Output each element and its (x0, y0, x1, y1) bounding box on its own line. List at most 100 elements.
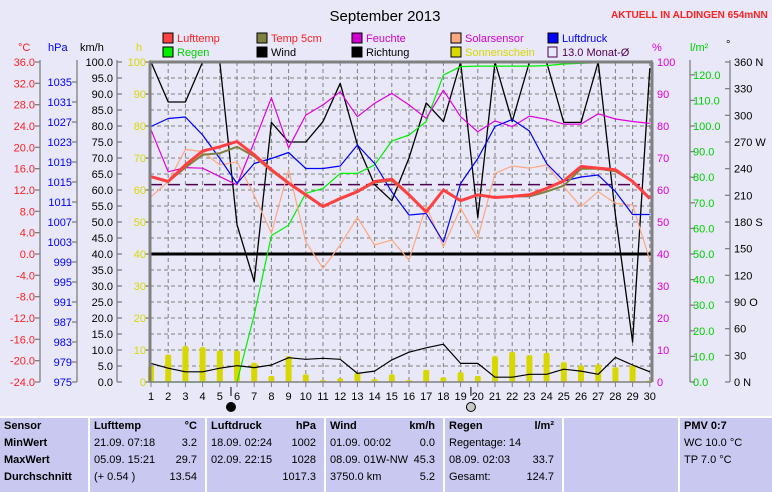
series-line-regen (151, 62, 650, 383)
axis-label-temp: 36.0 (14, 57, 35, 69)
x-tick-label: 3 (182, 391, 188, 403)
axis-label-h: 40 (134, 249, 146, 261)
sunshine-bar (388, 374, 395, 382)
axis-label-temp: -24.0 (10, 377, 35, 389)
axis-label-temp: -20.0 (10, 356, 35, 368)
axis-label-kmh: 45.0 (92, 233, 113, 245)
axis-label-h: 90 (134, 89, 146, 101)
row-label-avg: Durchschnitt (4, 471, 72, 483)
axis-label-h: 60 (134, 185, 146, 197)
luftdruck-min-value: 1002 (291, 437, 316, 449)
sunshine-bar (182, 346, 189, 382)
sunshine-bar (199, 347, 206, 382)
legend-swatch-icon (547, 32, 559, 44)
stats-table: Sensor MinWert MaxWert Durchschnitt Luft… (0, 416, 772, 492)
lufttemp-min-value: 3.2 (181, 437, 197, 449)
legend-swatch-icon (162, 32, 174, 44)
wind-unit: km/h (409, 420, 435, 432)
axis-label-temp: -16.0 (10, 334, 35, 346)
x-axis: 1 2 3 4 5 6 7 8 9 10 11 12 13 14 15 16 17 18 19 20 21 22 23 24 2… (148, 382, 656, 403)
axis-label-dir: 210 (734, 190, 752, 202)
sunshine-bar (268, 375, 275, 382)
axis-label-kmh: 100.0 (85, 57, 113, 69)
axis-label-dir: 270 W (734, 137, 766, 149)
axis-label-temp: 0.0 (20, 249, 35, 261)
legend-label: Richtung (366, 47, 409, 59)
axis-label-rain: 0.0 (693, 377, 708, 389)
axis-label-hpa: 1007 (48, 217, 72, 229)
sunshine-bar (629, 365, 636, 382)
axis-label-hpa: 999 (54, 257, 72, 269)
axis-label-hpa: 995 (54, 277, 72, 289)
axis-label-dir: 300 (734, 110, 752, 122)
regen-total-label: Gesamt: (449, 471, 491, 483)
axis-label-hpa: 987 (54, 317, 72, 329)
x-tick-label: 8 (268, 391, 274, 403)
regen-header: Regen (449, 420, 483, 432)
regen-max-value: 33.7 (532, 454, 554, 466)
axis-label-hpa: 1035 (48, 77, 72, 89)
axis-label-h: 70 (134, 153, 146, 165)
series-line-lufttemp (150, 140, 651, 214)
luftdruck-avg-value: 1017.3 (282, 471, 316, 483)
axis-label-rain: 40.0 (693, 275, 714, 287)
axis-label-hpa: 1019 (48, 157, 72, 169)
x-tick-label: 12 (334, 391, 346, 403)
x-tick-label: 2 (165, 391, 171, 403)
series-line-richtung (150, 61, 651, 343)
axis-label-temp: 24.0 (14, 121, 35, 133)
x-tick-label: 25 (558, 391, 570, 403)
col-regen: Regen l/m² Regentage: 14 08.09. 02:03 33.7… (443, 418, 562, 492)
axis-label-kmh: 5.0 (98, 361, 113, 373)
unit-rain: l/m² (690, 42, 709, 54)
unit-h: h (136, 42, 142, 54)
legend-swatch-icon (351, 46, 363, 58)
legend-label: Solarsensor (465, 33, 524, 45)
axis-label-pct: 40 (657, 249, 669, 261)
legend-swatch-icon (450, 46, 462, 58)
axis-label-rain: 50.0 (693, 249, 714, 261)
luftdruck-unit: hPa (295, 420, 316, 432)
x-tick-label: 5 (217, 391, 223, 403)
x-tick-label: 9 (286, 391, 292, 403)
unit-pct: % (652, 42, 662, 54)
row-label-max: MaxWert (4, 454, 50, 466)
sunshine-bar (354, 372, 361, 382)
axis-label-kmh: 80.0 (92, 121, 113, 133)
axis-label-rain: 80.0 (693, 172, 714, 184)
axis-label-dir: 330 (734, 84, 752, 96)
axis-label-pct: 20 (657, 313, 669, 325)
x-tick-label: 7 (251, 391, 257, 403)
legend-label: Luftdruck (562, 33, 608, 45)
wind-max-value: 45.3 (413, 454, 435, 466)
axis-label-kmh: 55.0 (92, 201, 113, 213)
col-lufttemp: Lufttemp °C 21.09. 07:18 3.2 05.09. 15:21 2… (88, 418, 205, 492)
lufttemp-header: Lufttemp (94, 420, 142, 432)
new-moon-icon (225, 402, 236, 412)
sunshine-bar (440, 377, 447, 382)
axis-label-temp: -12.0 (10, 313, 35, 325)
row-label-min: MinWert (4, 437, 48, 449)
axis-label-kmh: 95.0 (92, 73, 113, 85)
luftdruck-max-value: 1028 (291, 454, 316, 466)
x-tick-label: 10 (300, 391, 312, 403)
axis-label-h: 20 (134, 313, 146, 325)
x-tick-label: 6 (234, 391, 240, 403)
x-tick-label: 14 (368, 391, 380, 403)
axis-label-hpa: 1011 (48, 197, 72, 209)
lufttemp-avg-delta: (+ 0.54 ) (94, 471, 136, 483)
axis-label-dir: 120 (734, 270, 752, 282)
axis-label-hpa: 1031 (48, 97, 72, 109)
axis-label-pct: 50 (657, 217, 669, 229)
series-lines (150, 61, 651, 383)
axis-label-rain: 120.0 (693, 70, 721, 82)
wind-avg-value: 5.2 (419, 471, 435, 483)
sensor-header: Sensor (4, 420, 42, 432)
x-tick-label: 24 (540, 391, 552, 403)
legend-label: Wind (271, 47, 296, 59)
lufttemp-unit: °C (184, 420, 197, 432)
axes: 36.0 32.0 28.0 24.0 20.0 16.0 12.0 8.0 4.0 0.0 -4.… (10, 57, 766, 389)
series-line-feuchte (150, 89, 650, 186)
axis-label-rain: 30.0 (693, 300, 714, 312)
axis-label-pct: 100 (657, 57, 675, 69)
